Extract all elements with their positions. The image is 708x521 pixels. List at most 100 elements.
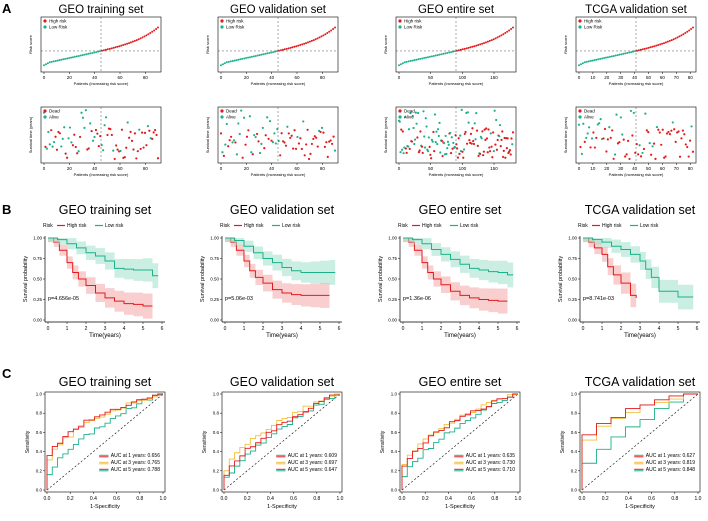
risk-score-point [477,44,480,47]
survival-status-point [588,126,591,129]
risk-score-point [287,47,290,50]
survival-xtick-label: 80 [143,166,149,171]
risk-score-point [641,48,644,51]
roc-xtick-label: 0.4 [625,496,632,502]
survival-xtick-label: 60 [660,166,666,171]
panel-b-title: GEO training set [59,203,152,217]
survival-status-point [408,147,411,150]
survival-status-point [44,145,47,148]
survival-status-point [123,156,126,159]
risk-score-point [666,40,669,43]
roc-xlabel: 1-Specificity [267,504,297,510]
risk-score-point [434,54,437,57]
survival-xtick-label: 80 [688,166,694,171]
roc-ytick-label: 1.0 [391,392,398,397]
survival-status-point [432,130,435,134]
roc-ytick-label: 0.4 [571,449,578,454]
survival-status-point [257,140,260,143]
survival-status-point [596,123,599,126]
survival-status-point [439,151,442,154]
survival-status-point [456,156,460,159]
survival-status-point [486,151,489,154]
risk-score-point [250,55,253,58]
survival-status-point [595,136,598,140]
km-xlabel: Time(years) [444,333,476,339]
risk-score-ylabel: Risk score [205,34,210,53]
survival-status-point [316,145,319,148]
legend-alive-label: Alive [226,115,236,120]
survival-status-point [63,126,66,129]
risk-score-point [398,64,400,67]
roc-xtick-label: 0.6 [290,496,297,502]
roc-ytick-label: 0.4 [213,449,220,454]
risk-xtick-label: 50 [428,75,434,80]
risk-xtick-label: 0 [398,75,401,80]
legend-dead-dot [398,109,402,113]
risk-xlabel: Patients (increasing risk score) [429,81,484,86]
survival-status-point [415,122,418,125]
survival-status-point [128,136,131,139]
risk-score-point [496,36,499,39]
survival-status-point [625,153,628,156]
risk-score-point [266,52,269,55]
km-xtick-label: 1 [66,326,69,332]
legend-low-label: Low Risk [226,25,245,30]
legend-low-dot [578,25,582,29]
survival-xlabel: Patients (increasing risk score) [429,172,484,177]
risk-score-point [578,64,580,67]
legend-alive-dot [398,115,402,119]
survival-status-point [264,134,267,137]
roc-ytick-label: 0.6 [36,430,43,435]
survival-status-point [462,156,465,159]
legend-dead-label: Dead [49,109,60,114]
survival-status-point [673,128,676,131]
survival-status-point [133,132,137,135]
risk-score-point [264,52,267,55]
km-ytick-label: 0.75 [210,256,219,261]
legend-alive-dot [220,115,224,119]
survival-status-point [126,121,129,124]
survival-status-point [234,141,237,144]
survival-status-point [481,130,484,133]
survival-status-point [468,138,471,142]
risk-score-point [75,55,78,58]
risk-score-point [661,42,664,45]
risk-xtick-label: 20 [244,75,250,80]
risk-score-point [231,59,234,62]
risk-score-point [245,57,248,60]
km-xtick-label: 2 [85,326,88,332]
risk-score-point [133,39,136,42]
survival-status-point [598,122,601,125]
km-ylabel: Survival probability [200,256,206,302]
risk-score-ylabel: Risk score [563,34,568,53]
survival-xtick-label: 40 [269,166,275,171]
survival-status-point [498,124,502,127]
survival-status-point [508,148,512,152]
risk-score-point [682,33,685,36]
km-legend-low-label: Low risk [105,223,124,229]
survival-xtick-label: 50 [646,166,652,171]
risk-score-point [620,53,623,56]
roc-ytick-label: 0.8 [36,411,43,416]
survival-status-point [472,142,476,146]
survival-status-point [323,145,326,148]
roc-curve [46,393,163,490]
roc-auc-label: AUC at 5 years: 0.848 [646,467,695,473]
risk-score-point [494,37,497,40]
survival-status-point [141,131,144,134]
survival-status-point [485,127,488,130]
risk-score-point [490,39,493,42]
survival-status-point [112,149,115,152]
risk-score-point [486,40,489,43]
risk-score-point [605,56,608,59]
roc-ytick-label: 1.0 [36,392,43,397]
survival-status-point [599,118,602,121]
survival-status-point [120,128,124,131]
risk-score-point [85,53,88,56]
roc-auc-label: AUC at 3 years: 0.730 [466,460,515,466]
survival-status-point [441,154,444,158]
survival-status-point [143,131,147,134]
survival-status-ylabel: Survival time (years) [205,116,210,153]
km-ci-band [403,238,514,289]
survival-status-point [230,135,233,138]
